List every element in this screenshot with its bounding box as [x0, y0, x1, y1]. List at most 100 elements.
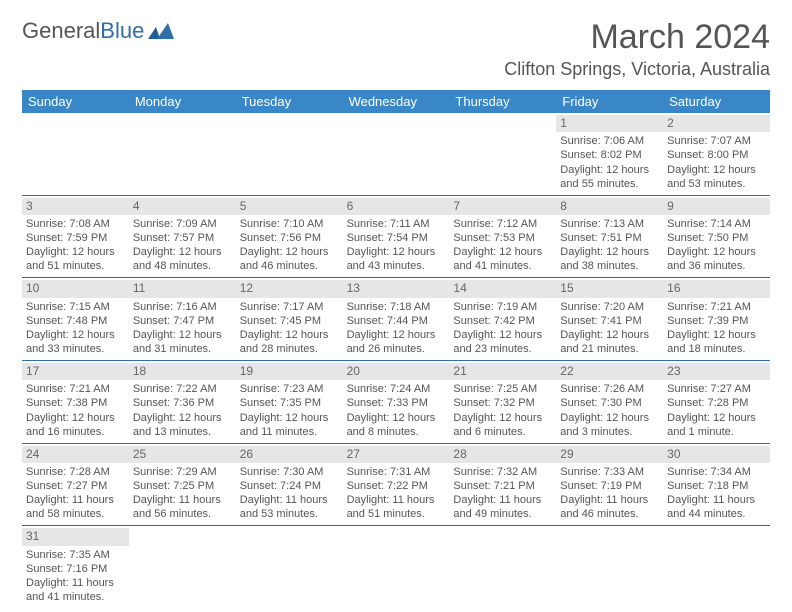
- day-number: 4: [129, 198, 236, 215]
- day-details: Sunrise: 7:16 AMSunset: 7:47 PMDaylight:…: [133, 300, 232, 356]
- day-number: 7: [449, 198, 556, 215]
- day-details: Sunrise: 7:09 AMSunset: 7:57 PMDaylight:…: [133, 217, 232, 273]
- day-cell: 8Sunrise: 7:13 AMSunset: 7:51 PMDaylight…: [556, 196, 663, 278]
- day-cell: 16 Sunrise: 7:21 AMSunset: 7:39 PMDayligh…: [663, 278, 770, 360]
- day-number: 22: [556, 363, 663, 380]
- day-cell: 28 Sunrise: 7:32 AMSunset: 7:21 PMDayligh…: [449, 444, 556, 526]
- day-cell: [449, 526, 556, 608]
- day-cell: 14 Sunrise: 7:19 AMSunset: 7:42 PMDayligh…: [449, 278, 556, 360]
- weekday-header: Friday: [556, 90, 663, 113]
- day-cell: [556, 526, 663, 608]
- day-number: 31: [22, 528, 129, 545]
- logo-text-2: Blue: [100, 18, 144, 44]
- weekday-header: Monday: [129, 90, 236, 113]
- day-details: Sunrise: 7:32 AMSunset: 7:21 PMDaylight:…: [453, 465, 552, 521]
- day-cell: 23Sunrise: 7:27 AMSunset: 7:28 PMDayligh…: [663, 361, 770, 443]
- day-details: Sunrise: 7:21 AMSunset: 7:39 PMDaylight:…: [667, 300, 766, 356]
- day-cell: 15Sunrise: 7:20 AMSunset: 7:41 PMDayligh…: [556, 278, 663, 360]
- day-details: Sunrise: 7:21 AMSunset: 7:38 PMDaylight:…: [26, 382, 125, 438]
- weekday-header: Thursday: [449, 90, 556, 113]
- day-number: 29: [556, 446, 663, 463]
- day-number: 21: [449, 363, 556, 380]
- day-cell: 17 Sunrise: 7:21 AMSunset: 7:38 PMDayligh…: [22, 361, 129, 443]
- page-title: March 2024: [504, 18, 770, 57]
- day-number: 28: [449, 446, 556, 463]
- day-number: 11: [129, 280, 236, 297]
- week-row: 10Sunrise: 7:15 AMSunset: 7:48 PMDayligh…: [22, 278, 770, 361]
- day-cell: 11 Sunrise: 7:16 AMSunset: 7:47 PMDayligh…: [129, 278, 236, 360]
- day-details: Sunrise: 7:19 AMSunset: 7:42 PMDaylight:…: [453, 300, 552, 356]
- day-details: Sunrise: 7:12 AMSunset: 7:53 PMDaylight:…: [453, 217, 552, 273]
- day-cell: 25 Sunrise: 7:29 AMSunset: 7:25 PMDayligh…: [129, 444, 236, 526]
- day-cell: 3 Sunrise: 7:08 AMSunset: 7:59 PMDaylight…: [22, 196, 129, 278]
- day-details: Sunrise: 7:07 AMSunset: 8:00 PMDaylight:…: [667, 134, 766, 190]
- day-details: Sunrise: 7:25 AMSunset: 7:32 PMDaylight:…: [453, 382, 552, 438]
- logo-text-1: General: [22, 18, 100, 44]
- day-cell: [343, 526, 450, 608]
- day-cell: 30 Sunrise: 7:34 AMSunset: 7:18 PMDayligh…: [663, 444, 770, 526]
- day-number: 3: [22, 198, 129, 215]
- day-number: 18: [129, 363, 236, 380]
- weekday-header: Sunday: [22, 90, 129, 113]
- day-cell: [343, 113, 450, 195]
- location-label: Clifton Springs, Victoria, Australia: [504, 59, 770, 80]
- day-cell: 2Sunrise: 7:07 AMSunset: 8:00 PMDaylight…: [663, 113, 770, 195]
- weekday-header: Wednesday: [343, 90, 450, 113]
- day-cell: 24 Sunrise: 7:28 AMSunset: 7:27 PMDayligh…: [22, 444, 129, 526]
- day-number: 17: [22, 363, 129, 380]
- day-details: Sunrise: 7:33 AMSunset: 7:19 PMDaylight:…: [560, 465, 659, 521]
- day-details: Sunrise: 7:28 AMSunset: 7:27 PMDaylight:…: [26, 465, 125, 521]
- day-cell: 5 Sunrise: 7:10 AMSunset: 7:56 PMDaylight…: [236, 196, 343, 278]
- day-details: Sunrise: 7:08 AMSunset: 7:59 PMDaylight:…: [26, 217, 125, 273]
- weekday-header: Tuesday: [236, 90, 343, 113]
- day-cell: 22Sunrise: 7:26 AMSunset: 7:30 PMDayligh…: [556, 361, 663, 443]
- day-cell: 21 Sunrise: 7:25 AMSunset: 7:32 PMDayligh…: [449, 361, 556, 443]
- day-cell: 9 Sunrise: 7:14 AMSunset: 7:50 PMDaylight…: [663, 196, 770, 278]
- day-number: 14: [449, 280, 556, 297]
- day-details: Sunrise: 7:29 AMSunset: 7:25 PMDaylight:…: [133, 465, 232, 521]
- day-cell: 20Sunrise: 7:24 AMSunset: 7:33 PMDayligh…: [343, 361, 450, 443]
- day-cell: 13Sunrise: 7:18 AMSunset: 7:44 PMDayligh…: [343, 278, 450, 360]
- day-details: Sunrise: 7:10 AMSunset: 7:56 PMDaylight:…: [240, 217, 339, 273]
- day-details: Sunrise: 7:13 AMSunset: 7:51 PMDaylight:…: [560, 217, 659, 273]
- day-number: 16: [663, 280, 770, 297]
- day-details: Sunrise: 7:06 AMSunset: 8:02 PMDaylight:…: [560, 134, 659, 190]
- day-details: Sunrise: 7:11 AMSunset: 7:54 PMDaylight:…: [347, 217, 446, 273]
- day-number: 23: [663, 363, 770, 380]
- day-number: 30: [663, 446, 770, 463]
- day-number: 27: [343, 446, 450, 463]
- day-details: Sunrise: 7:14 AMSunset: 7:50 PMDaylight:…: [667, 217, 766, 273]
- logo: GeneralBlue: [22, 18, 174, 44]
- day-cell: 10Sunrise: 7:15 AMSunset: 7:48 PMDayligh…: [22, 278, 129, 360]
- day-cell: 27Sunrise: 7:31 AMSunset: 7:22 PMDayligh…: [343, 444, 450, 526]
- day-cell: 12Sunrise: 7:17 AMSunset: 7:45 PMDayligh…: [236, 278, 343, 360]
- day-details: Sunrise: 7:30 AMSunset: 7:24 PMDaylight:…: [240, 465, 339, 521]
- day-number: 19: [236, 363, 343, 380]
- day-cell: 4 Sunrise: 7:09 AMSunset: 7:57 PMDaylight…: [129, 196, 236, 278]
- day-number: 24: [22, 446, 129, 463]
- day-cell: [22, 113, 129, 195]
- day-cell: 6 Sunrise: 7:11 AMSunset: 7:54 PMDaylight…: [343, 196, 450, 278]
- day-details: Sunrise: 7:20 AMSunset: 7:41 PMDaylight:…: [560, 300, 659, 356]
- day-cell: [236, 113, 343, 195]
- header: GeneralBlue March 2024 Clifton Springs, …: [22, 18, 770, 80]
- week-row: 17 Sunrise: 7:21 AMSunset: 7:38 PMDayligh…: [22, 361, 770, 444]
- day-details: Sunrise: 7:23 AMSunset: 7:35 PMDaylight:…: [240, 382, 339, 438]
- weekday-header: Saturday: [663, 90, 770, 113]
- day-cell: 7 Sunrise: 7:12 AMSunset: 7:53 PMDaylight…: [449, 196, 556, 278]
- day-cell: [236, 526, 343, 608]
- day-details: Sunrise: 7:34 AMSunset: 7:18 PMDaylight:…: [667, 465, 766, 521]
- day-details: Sunrise: 7:22 AMSunset: 7:36 PMDaylight:…: [133, 382, 232, 438]
- day-cell: [663, 526, 770, 608]
- week-row: 1Sunrise: 7:06 AMSunset: 8:02 PMDaylight…: [22, 113, 770, 196]
- day-number: 25: [129, 446, 236, 463]
- day-number: 9: [663, 198, 770, 215]
- day-number: 6: [343, 198, 450, 215]
- day-details: Sunrise: 7:24 AMSunset: 7:33 PMDaylight:…: [347, 382, 446, 438]
- day-cell: 19 Sunrise: 7:23 AMSunset: 7:35 PMDayligh…: [236, 361, 343, 443]
- day-details: Sunrise: 7:15 AMSunset: 7:48 PMDaylight:…: [26, 300, 125, 356]
- day-details: Sunrise: 7:35 AMSunset: 7:16 PMDaylight:…: [26, 548, 125, 604]
- day-cell: [449, 113, 556, 195]
- day-number: 5: [236, 198, 343, 215]
- weekday-header-row: SundayMondayTuesdayWednesdayThursdayFrid…: [22, 90, 770, 113]
